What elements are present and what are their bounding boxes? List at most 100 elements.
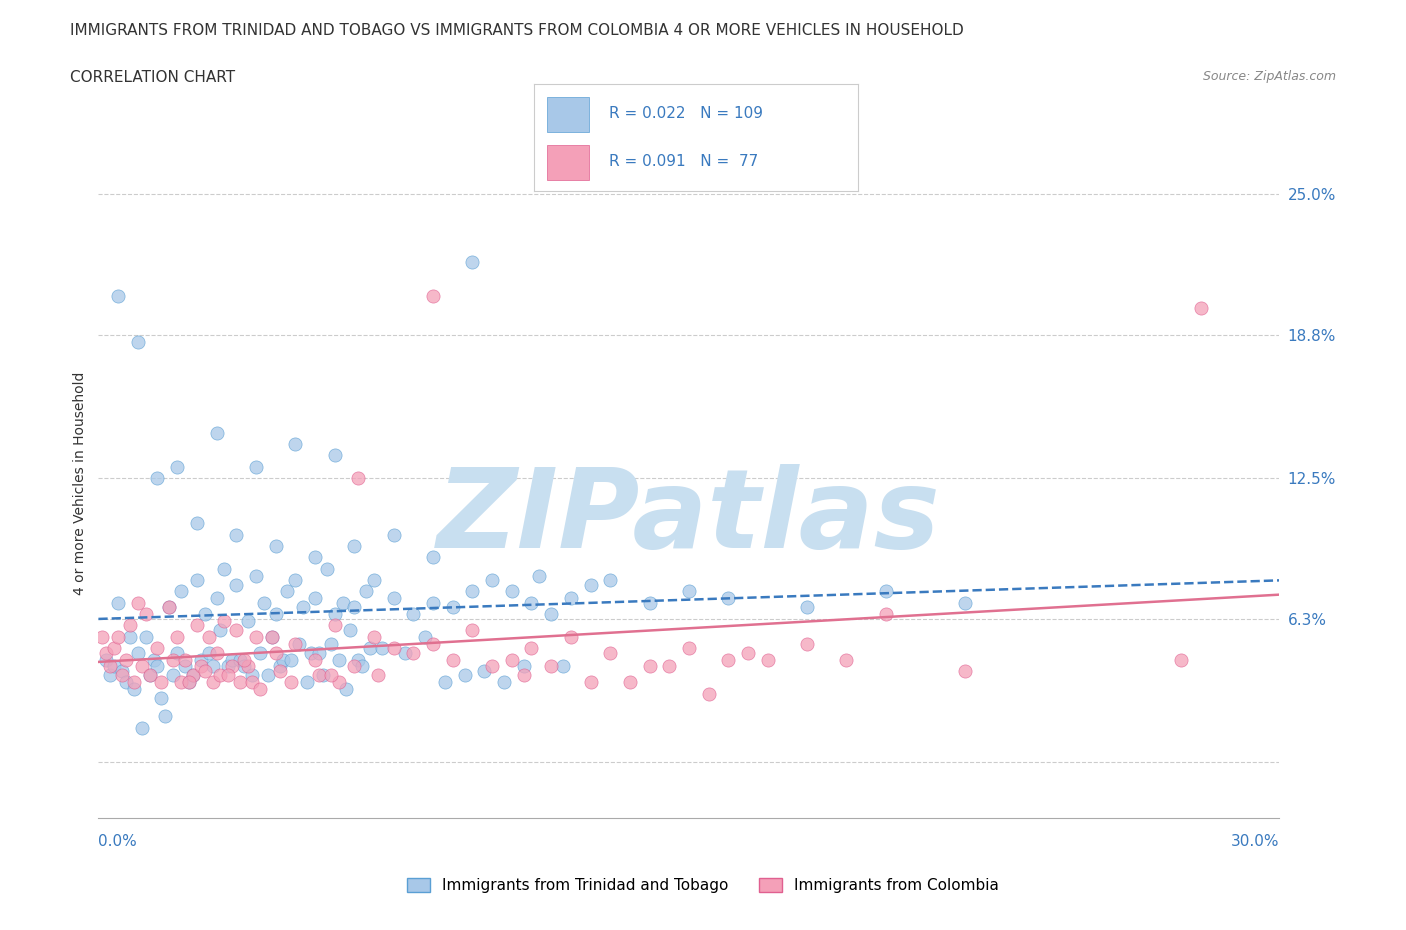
Point <box>264 645 287 660</box>
Point <box>560 630 582 644</box>
Point <box>461 622 484 637</box>
Point <box>402 606 425 621</box>
Text: R = 0.091   N =  77: R = 0.091 N = 77 <box>609 154 758 169</box>
Point <box>269 663 291 678</box>
Point <box>186 573 208 588</box>
Point <box>209 622 232 637</box>
Point <box>875 584 897 599</box>
Point <box>115 652 138 667</box>
Point <box>91 630 114 644</box>
Point <box>174 652 197 667</box>
Point <box>107 595 129 610</box>
Point <box>512 668 534 683</box>
Point <box>284 573 307 588</box>
Point <box>98 668 121 683</box>
Point <box>343 600 366 615</box>
Point <box>245 459 267 474</box>
Point <box>217 668 239 683</box>
Point <box>953 663 976 678</box>
Point <box>433 675 456 690</box>
Point <box>422 595 444 610</box>
Point <box>205 591 228 605</box>
Point <box>225 622 247 637</box>
Point <box>155 709 177 724</box>
Point <box>197 630 219 644</box>
Point <box>253 595 276 610</box>
Point <box>135 606 157 621</box>
Point <box>619 675 641 690</box>
Point <box>363 630 385 644</box>
Point <box>422 636 444 651</box>
Point <box>579 578 602 592</box>
Point <box>323 606 346 621</box>
Point <box>157 600 180 615</box>
Point <box>221 652 243 667</box>
Point <box>343 538 366 553</box>
Point <box>1170 652 1192 667</box>
Point <box>146 658 169 673</box>
Point <box>551 658 574 673</box>
Point <box>162 652 184 667</box>
Point <box>233 658 256 673</box>
Point <box>529 568 551 583</box>
Point <box>194 663 217 678</box>
Point <box>520 595 543 610</box>
Point <box>276 584 298 599</box>
Point <box>118 630 141 644</box>
Point <box>319 636 342 651</box>
Point <box>453 668 475 683</box>
Point <box>181 668 204 683</box>
Point <box>402 645 425 660</box>
Point <box>579 675 602 690</box>
Point <box>540 606 562 621</box>
Point <box>131 720 153 735</box>
Point <box>292 600 315 615</box>
Point <box>166 630 188 644</box>
Point <box>166 645 188 660</box>
Point <box>233 652 256 667</box>
Point <box>177 675 200 690</box>
Text: IMMIGRANTS FROM TRINIDAD AND TOBAGO VS IMMIGRANTS FROM COLOMBIA 4 OR MORE VEHICL: IMMIGRANTS FROM TRINIDAD AND TOBAGO VS I… <box>70 23 965 38</box>
Point <box>717 591 740 605</box>
Point <box>103 641 125 656</box>
Point <box>107 630 129 644</box>
Point <box>304 591 326 605</box>
Point <box>240 675 263 690</box>
Point <box>284 436 307 451</box>
Point <box>308 668 330 683</box>
Point <box>371 641 394 656</box>
Point <box>249 682 271 697</box>
Point <box>363 573 385 588</box>
Point <box>269 658 291 673</box>
Text: R = 0.022   N = 109: R = 0.022 N = 109 <box>609 106 762 121</box>
Point <box>352 658 374 673</box>
Point <box>197 645 219 660</box>
Point <box>796 600 818 615</box>
Point <box>288 636 311 651</box>
Point <box>756 652 779 667</box>
Point <box>658 658 681 673</box>
Point <box>96 645 118 660</box>
Point <box>1189 300 1212 315</box>
Point <box>229 652 252 667</box>
Point <box>481 658 503 673</box>
Point <box>315 562 337 577</box>
Point <box>236 658 259 673</box>
Point <box>422 550 444 565</box>
Point <box>737 645 759 660</box>
Point <box>186 516 208 531</box>
Point <box>295 675 318 690</box>
Point <box>221 658 243 673</box>
Point <box>422 289 444 304</box>
Point <box>162 668 184 683</box>
Point <box>332 595 354 610</box>
Point <box>103 658 125 673</box>
Point <box>131 658 153 673</box>
Point <box>339 622 361 637</box>
Point <box>359 641 381 656</box>
Point <box>240 668 263 683</box>
Point <box>181 668 204 683</box>
Point <box>520 641 543 656</box>
Point <box>382 591 405 605</box>
Point <box>260 630 283 644</box>
